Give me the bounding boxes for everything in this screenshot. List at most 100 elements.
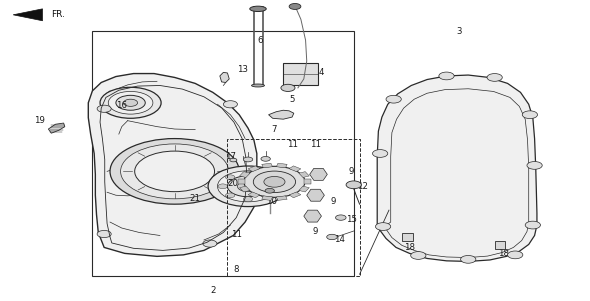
Polygon shape <box>248 166 260 172</box>
Polygon shape <box>48 123 65 133</box>
Circle shape <box>289 4 301 9</box>
Text: 16: 16 <box>116 101 127 110</box>
Circle shape <box>228 176 268 197</box>
Circle shape <box>327 234 337 240</box>
Circle shape <box>244 166 305 197</box>
Text: 2: 2 <box>210 286 215 295</box>
Polygon shape <box>268 110 294 119</box>
Text: 3: 3 <box>457 27 462 36</box>
Circle shape <box>225 175 235 180</box>
Circle shape <box>97 231 111 237</box>
Ellipse shape <box>251 84 264 87</box>
Circle shape <box>135 151 215 192</box>
Circle shape <box>238 174 252 181</box>
Text: 17: 17 <box>225 152 236 161</box>
Circle shape <box>261 175 271 180</box>
Circle shape <box>525 221 540 229</box>
Polygon shape <box>248 192 260 198</box>
Circle shape <box>243 157 253 162</box>
Text: 18: 18 <box>498 249 509 258</box>
Polygon shape <box>220 72 230 82</box>
Circle shape <box>461 256 476 263</box>
Bar <box>228 138 359 276</box>
Text: 4: 4 <box>319 68 324 77</box>
Polygon shape <box>238 179 245 184</box>
Circle shape <box>120 144 229 199</box>
Text: 9: 9 <box>330 197 336 206</box>
Text: 13: 13 <box>237 66 248 74</box>
Bar <box>283 63 319 85</box>
Text: 9: 9 <box>313 227 318 235</box>
Text: 19: 19 <box>34 116 45 125</box>
Circle shape <box>375 223 391 231</box>
Circle shape <box>225 193 235 198</box>
Circle shape <box>237 181 258 192</box>
Circle shape <box>224 101 237 108</box>
Text: 18: 18 <box>404 243 415 252</box>
Text: 11: 11 <box>310 140 321 149</box>
Circle shape <box>268 184 278 189</box>
Polygon shape <box>240 172 250 178</box>
Circle shape <box>243 171 253 176</box>
Circle shape <box>487 73 502 81</box>
Text: 10: 10 <box>266 197 277 206</box>
Circle shape <box>123 99 137 106</box>
Polygon shape <box>13 9 42 21</box>
Text: FR.: FR. <box>51 10 65 19</box>
Circle shape <box>527 162 542 169</box>
Bar <box>494 240 505 249</box>
Polygon shape <box>276 163 287 168</box>
Circle shape <box>208 166 288 206</box>
Bar <box>93 31 354 276</box>
Circle shape <box>218 184 228 189</box>
Circle shape <box>336 215 346 220</box>
Text: 21: 21 <box>189 194 201 203</box>
Circle shape <box>218 171 278 202</box>
Circle shape <box>386 95 401 103</box>
Circle shape <box>110 138 239 204</box>
Circle shape <box>108 92 153 114</box>
Text: 5: 5 <box>289 95 295 104</box>
Circle shape <box>264 176 285 187</box>
Circle shape <box>346 181 361 189</box>
Circle shape <box>411 252 426 259</box>
Polygon shape <box>377 75 537 262</box>
Text: 15: 15 <box>346 215 358 224</box>
Circle shape <box>100 87 161 118</box>
Text: 8: 8 <box>234 265 239 274</box>
Circle shape <box>372 150 388 157</box>
Polygon shape <box>299 172 309 178</box>
Circle shape <box>265 188 274 193</box>
Circle shape <box>230 158 237 162</box>
Circle shape <box>281 84 295 92</box>
Ellipse shape <box>250 6 266 11</box>
Circle shape <box>439 72 454 80</box>
Circle shape <box>507 251 523 259</box>
Text: 20: 20 <box>228 179 239 188</box>
Text: 14: 14 <box>333 235 345 244</box>
Text: 11: 11 <box>231 229 242 238</box>
Polygon shape <box>289 192 301 198</box>
Polygon shape <box>304 210 322 222</box>
Text: 6: 6 <box>257 36 263 45</box>
Bar <box>402 233 413 241</box>
Polygon shape <box>289 166 301 172</box>
Circle shape <box>203 240 217 247</box>
Polygon shape <box>307 189 324 201</box>
Circle shape <box>261 193 271 198</box>
Circle shape <box>522 111 537 119</box>
Circle shape <box>253 171 296 193</box>
Polygon shape <box>262 196 273 200</box>
Text: 7: 7 <box>272 125 277 134</box>
Polygon shape <box>276 196 287 200</box>
Text: 11: 11 <box>287 140 297 149</box>
Polygon shape <box>240 186 250 192</box>
Text: 9: 9 <box>348 167 353 176</box>
Text: 12: 12 <box>357 182 368 191</box>
Circle shape <box>243 197 253 201</box>
Circle shape <box>97 105 111 112</box>
Polygon shape <box>88 73 257 256</box>
Circle shape <box>261 157 270 161</box>
Polygon shape <box>304 179 311 184</box>
Polygon shape <box>299 186 309 192</box>
